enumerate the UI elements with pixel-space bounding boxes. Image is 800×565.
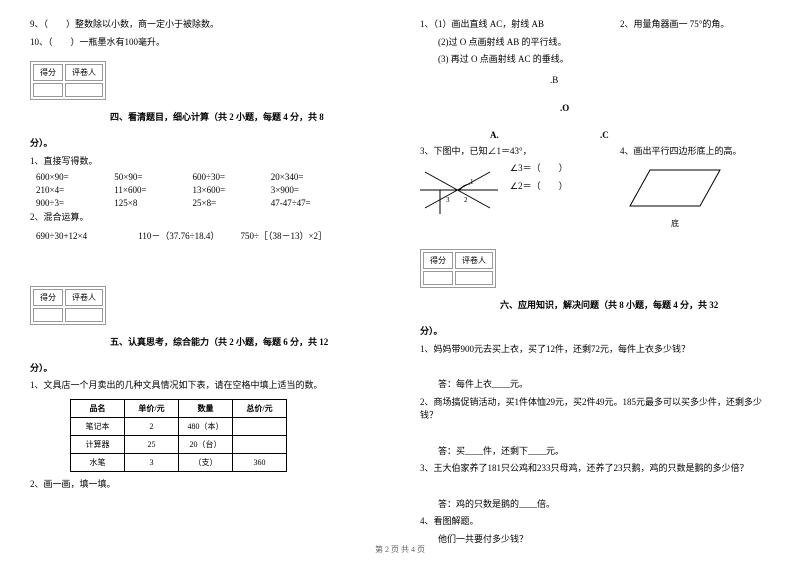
table-cell: （支） — [179, 453, 233, 471]
parallelogram-icon — [620, 162, 730, 218]
table-header: 数量 — [179, 399, 233, 417]
grader-cell — [65, 83, 103, 97]
problem-1: 1、妈妈带900元去买上衣，买了12件，还剩72元，每件上衣多少钱？ — [420, 343, 770, 357]
score-box-5: 得分 评卷人 — [30, 286, 106, 325]
grader-cell — [455, 271, 493, 285]
point-o: .O — [560, 103, 569, 113]
calc-cell: 20×340= — [271, 172, 347, 182]
mix-expr: 750÷［（38－13）×2］ — [241, 229, 341, 242]
table-cell: 3 — [125, 453, 179, 471]
table-row: 计算器 25 20（台） — [71, 435, 287, 453]
q5-1-label: 1、文具店一个月卖出的几种文具情况如下表，请在空格中填上适当的数。 — [30, 379, 380, 393]
table-cell — [233, 417, 287, 435]
point-c: .C — [600, 130, 609, 140]
table-header: 单价/元 — [125, 399, 179, 417]
score-label: 得分 — [33, 289, 63, 306]
grader-label: 评卷人 — [65, 289, 103, 306]
svg-text:3: 3 — [446, 196, 450, 204]
calc-cell: 125×8 — [114, 198, 190, 208]
section-5-title: 五、认真思考，综合能力（共 2 小题，每题 6 分，共 12 — [30, 335, 380, 348]
q3: 3、下图中，已知∠1＝43°， — [420, 145, 620, 159]
svg-text:1: 1 — [470, 178, 474, 186]
section-5-title-2: 分）。 — [30, 362, 380, 376]
q2: 2、用量角器画一 75°的角。 — [620, 18, 770, 32]
grader-label: 评卷人 — [455, 252, 493, 269]
section-6-title: 六、应用知识，解决问题（共 8 小题，每题 4 分，共 32 — [420, 298, 770, 311]
right-column: 1、（1）画出直线 AC，射线 AB (2)过 O 点画射线 AB 的平行线。 … — [400, 0, 800, 565]
table-cell: 20（台） — [179, 435, 233, 453]
problem-1-answer: 答：每件上衣____元。 — [438, 378, 770, 392]
mix-expr: 690÷30+12×4 — [36, 231, 136, 241]
calc-cell: 3×900= — [271, 185, 347, 195]
score-box-4: 得分 评卷人 — [30, 61, 106, 100]
problem-2-answer: 答：买____件，还剩下____元。 — [438, 445, 770, 459]
problem-3: 3、王大伯家养了181只公鸡和233只母鸡，还养了23只鹅，鸡的只数是鹅的多少倍… — [420, 462, 770, 476]
calc-cell: 11×600= — [114, 185, 190, 195]
q4-1-label: 1、直接写得数。 — [30, 155, 380, 169]
section-6-title-2: 分）。 — [420, 325, 770, 339]
grader-cell — [65, 308, 103, 322]
score-cell — [33, 83, 63, 97]
table-cell: 480（本） — [179, 417, 233, 435]
table-cell: 计算器 — [71, 435, 125, 453]
table-cell: 2 — [125, 417, 179, 435]
angle-diagram-icon: 1 2 3 — [420, 162, 500, 218]
q1b: (2)过 O 点画射线 AB 的平行线。 — [438, 36, 620, 50]
table-header: 品名 — [71, 399, 125, 417]
calc-cell: 210×4= — [36, 185, 112, 195]
point-a: A. — [490, 130, 499, 140]
table-cell: 360 — [233, 453, 287, 471]
table-header: 总价/元 — [233, 399, 287, 417]
problem-4: 4、看图解题。 — [420, 515, 770, 529]
table-cell: 25 — [125, 435, 179, 453]
points-diagram: .B .O A. .C — [450, 75, 770, 145]
q1a: 1、（1）画出直线 AC，射线 AB — [420, 18, 620, 32]
svg-text:2: 2 — [464, 196, 468, 204]
q1c: (3) 再过 O 点画射线 AC 的垂线。 — [438, 53, 620, 67]
score-label: 得分 — [33, 64, 63, 81]
table-row: 水笔 3 （支） 360 — [71, 453, 287, 471]
page-footer: 第 2 页 共 4 页 — [0, 544, 800, 555]
calc-cell: 47-47÷47= — [271, 198, 347, 208]
q3b: ∠2＝（ ） — [510, 180, 568, 194]
calc-cell: 600÷30= — [193, 172, 269, 182]
grader-label: 评卷人 — [65, 64, 103, 81]
calc-cell: 25×8= — [193, 198, 269, 208]
score-cell — [423, 271, 453, 285]
q4-2-label: 2、混合运算。 — [30, 211, 380, 225]
question-9: 9、（ ）整数除以小数，商一定小于被除数。 — [30, 18, 380, 32]
q3a: ∠3＝（ ） — [510, 162, 568, 176]
calc-cell: 600×90= — [36, 172, 112, 182]
calc-cell: 50×90= — [114, 172, 190, 182]
point-b: .B — [550, 75, 558, 85]
calc-cell: 900÷3= — [36, 198, 112, 208]
table-cell — [233, 435, 287, 453]
question-10: 10、（ ）一瓶墨水有100毫升。 — [30, 36, 380, 50]
stationery-table: 品名 单价/元 数量 总价/元 笔记本 2 480（本） 计算器 25 20（台… — [70, 399, 287, 472]
mix-row: 690÷30+12×4 110－（37.76÷18.4） 750÷［（38－13… — [36, 229, 380, 242]
score-label: 得分 — [423, 252, 453, 269]
section-4-title: 四、看清题目，细心计算（共 2 小题，每题 4 分，共 8 — [30, 110, 380, 123]
calc-cell: 13×600= — [193, 185, 269, 195]
score-cell — [33, 308, 63, 322]
section-4-title-2: 分）。 — [30, 137, 380, 151]
q4: 4、画出平行四边形底上的高。 — [620, 145, 770, 159]
left-column: 9、（ ）整数除以小数，商一定小于被除数。 10、（ ）一瓶墨水有100毫升。 … — [0, 0, 400, 565]
q5-2-label: 2、画一画，填一填。 — [30, 478, 380, 492]
table-cell: 笔记本 — [71, 417, 125, 435]
table-cell: 水笔 — [71, 453, 125, 471]
problem-3-answer: 答：鸡的只数是鹅的____倍。 — [438, 498, 770, 512]
score-box-6: 得分 评卷人 — [420, 249, 496, 288]
base-label: 底 — [620, 218, 730, 229]
table-row: 笔记本 2 480（本） — [71, 417, 287, 435]
problem-2: 2、商场搞促销活动，买1件体恤29元，买2件49元。185元最多可以买多少件，还… — [420, 396, 770, 423]
calc-grid: 600×90= 50×90= 600÷30= 20×340= 210×4= 11… — [36, 172, 380, 211]
mix-expr: 110－（37.76÷18.4） — [138, 229, 238, 242]
